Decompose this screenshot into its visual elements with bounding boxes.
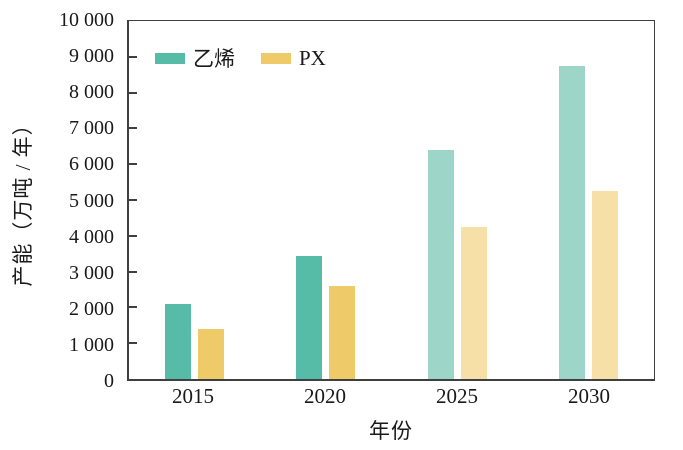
plot-area: 乙烯 PX [127,20,655,381]
y-tick-label-8000: 8 000 [69,81,114,104]
bar-px-2015 [198,328,225,379]
bar-group-2020 [260,21,391,379]
x-axis-title: 年份 [369,419,413,443]
y-tick-label-1000: 1 000 [69,333,114,356]
bar-ethylene-2020 [296,255,323,379]
x-tick-label-2030: 2030 [568,384,610,408]
y-tick-label-2000: 2 000 [69,297,114,320]
y-tick-label-5000: 5 000 [69,189,114,212]
y-axis-tick-labels: 0 1 000 2 000 3 000 4 000 5 000 6 000 7 000 8 00… [0,10,114,391]
bar-ethylene-2030 [558,65,585,379]
x-tick-label-2015: 2015 [172,384,214,408]
x-axis-tick-labels: 2015 2020 2025 2030 [127,384,655,408]
y-tick-label-10000: 10 000 [59,9,114,31]
bar-px-2020 [329,285,356,379]
bar-ethylene-2025 [427,149,454,379]
bar-px-2030 [591,191,618,379]
y-axis-ticks [129,21,654,379]
bar-groups [129,21,654,379]
x-tick-label-2025: 2025 [436,384,478,408]
y-tick-label-9000: 9 000 [69,45,114,68]
bar-ethylene-2015 [165,303,192,379]
bar-px-2025 [460,226,487,379]
y-tick-1000 [129,342,137,345]
y-tick-3000 [129,270,137,273]
y-tick-label-6000: 6 000 [69,153,114,176]
y-tick-label-4000: 4 000 [69,225,114,248]
y-tick-6000 [129,163,137,166]
y-tick-7000 [129,127,137,130]
bar-group-2015 [129,21,260,379]
bar-group-2025 [392,21,523,379]
y-tick-label-0: 0 [104,370,114,392]
y-tick-8000 [129,91,137,94]
legend-label-px: PX [299,45,326,70]
legend: 乙烯 PX [155,43,326,73]
legend-swatch-px [261,52,291,64]
y-tick-2000 [129,306,137,309]
x-tick-label-2020: 2020 [304,384,346,408]
y-tick-4000 [129,234,137,237]
bar-group-2030 [523,21,654,379]
y-tick-label-3000: 3 000 [69,261,114,284]
y-tick-label-7000: 7 000 [69,117,114,140]
y-tick-9000 [129,55,137,58]
y-tick-5000 [129,199,137,201]
legend-swatch-ethylene [155,52,185,64]
legend-label-ethylene: 乙烯 [193,47,235,71]
